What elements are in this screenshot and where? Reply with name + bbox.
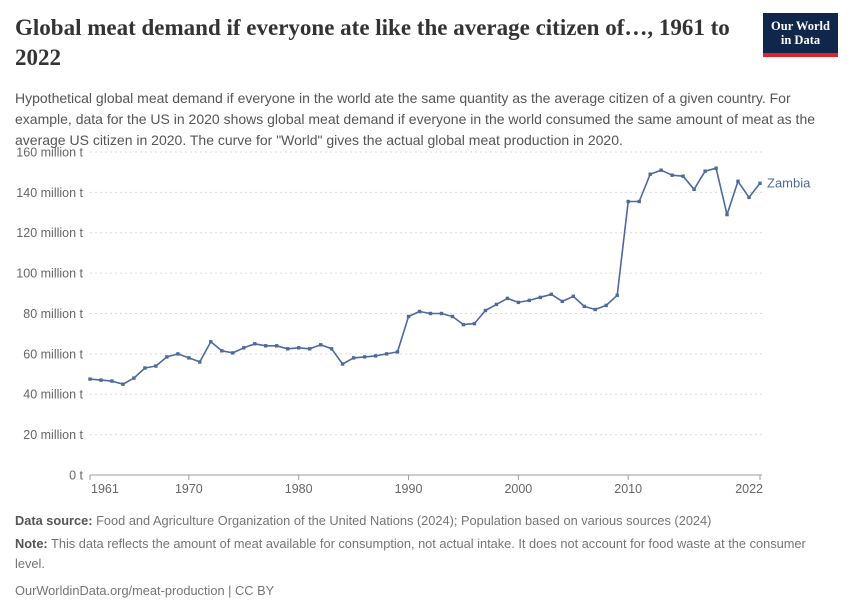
note-text: This data reflects the amount of meat av… [15,535,806,571]
svg-text:0 t: 0 t [69,468,83,482]
license-link[interactable]: CC BY [235,583,275,599]
svg-text:2022: 2022 [735,482,763,496]
data-source-label: Data source: [15,513,93,528]
y-gridlines [90,151,762,476]
svg-text:60 million t: 60 million t [23,347,83,361]
note-label: Note: [15,535,48,551]
svg-text:2010: 2010 [614,482,642,496]
owid-logo-line2: in Data [780,33,821,47]
chart-title: Global meat demand if everyone ate like … [15,15,730,70]
svg-text:1961: 1961 [91,482,119,496]
chart-footer: Data source: Food and Agriculture Organi… [15,511,835,600]
x-axis: 1961 1970 1980 1990 2000 2010 2022 [89,475,763,496]
svg-text:1990: 1990 [395,482,423,496]
data-source-text: Food and Agriculture Organization of the… [96,513,712,528]
zambia-series[interactable]: Zambia [88,166,811,386]
svg-text:160 million t: 160 million t [16,145,83,159]
svg-text:100 million t: 100 million t [16,267,83,281]
note-line: Note: This data reflects the amount of m… [15,534,835,574]
svg-text:1980: 1980 [285,482,313,496]
series-entity-label[interactable]: Zambia [767,175,811,190]
citation-link[interactable]: OurWorldinData.org/meat-production [15,583,225,599]
svg-text:20 million t: 20 million t [23,428,83,442]
meat-demand-line-chart[interactable]: 0 t 20 million t 40 million t 60 million t 8… [0,140,850,502]
data-source-line: Data source: Food and Agriculture Organi… [15,511,835,531]
svg-text:140 million t: 140 million t [16,186,83,200]
y-axis-labels: 0 t 20 million t 40 million t 60 million t 8… [16,145,83,482]
svg-text:2000: 2000 [504,482,532,496]
owid-logo-line1: Our World [771,18,830,33]
svg-text:40 million t: 40 million t [23,388,83,402]
owid-logo[interactable]: Our World in Data [763,13,838,57]
series-line [89,167,761,385]
series-markers [88,166,762,386]
citation-line: OurWorldinData.org/meat-production | CC … [15,581,835,600]
svg-text:80 million t: 80 million t [23,307,83,321]
svg-text:120 million t: 120 million t [16,226,83,240]
chart-subtitle: Hypothetical global meat demand if every… [15,90,816,148]
citation-separator: | [224,583,236,599]
chart-header: Global meat demand if everyone ate like … [15,13,838,73]
svg-text:1970: 1970 [175,482,203,496]
